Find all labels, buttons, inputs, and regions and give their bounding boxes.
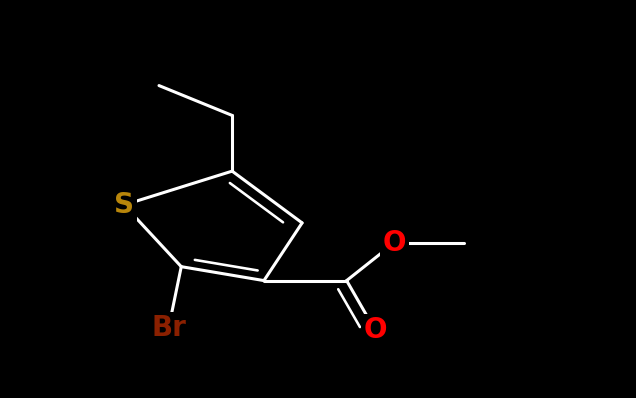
Text: O: O	[383, 229, 406, 257]
Text: O: O	[364, 316, 387, 344]
Text: Br: Br	[151, 314, 186, 342]
Text: S: S	[114, 191, 134, 219]
